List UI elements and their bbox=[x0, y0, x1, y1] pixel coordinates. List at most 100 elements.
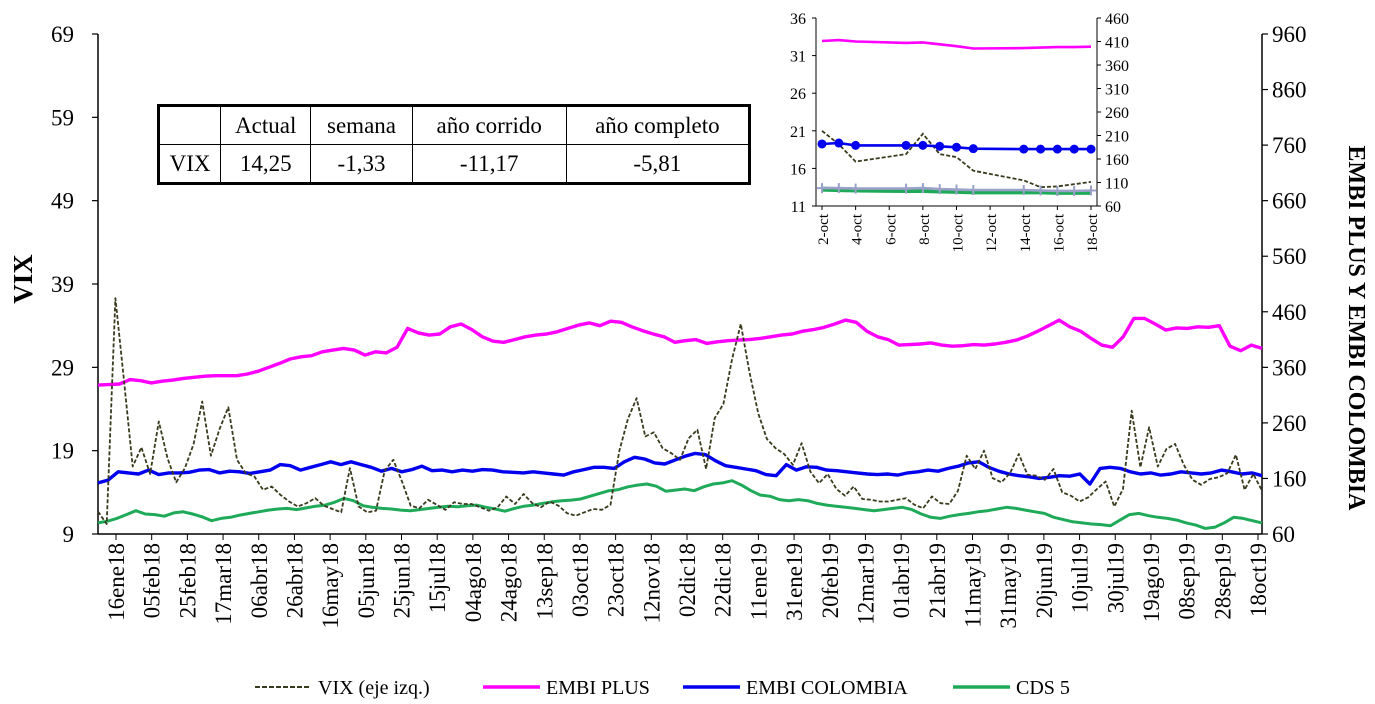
y-right-tick-label: 860 bbox=[1272, 78, 1307, 103]
legend-label-vix: VIX (eje izq.) bbox=[318, 677, 430, 699]
inset-marker-embi-colombia bbox=[1069, 144, 1079, 154]
y-left-tick-label: 19 bbox=[51, 439, 74, 464]
x-tick-label: 01abr19 bbox=[889, 543, 914, 618]
x-tick-label: 03oct18 bbox=[568, 543, 593, 617]
x-tick-label: 05feb18 bbox=[140, 543, 165, 618]
y-right-axis-title: EMBI PLUS Y EMBI COLOMBIA bbox=[1343, 146, 1369, 512]
inset-marker-cross bbox=[1086, 185, 1096, 196]
chart-legend: VIX (eje izq.) EMBI PLUS EMBI COLOMBIA CDS … bbox=[255, 677, 1070, 699]
inset-series-line-vix bbox=[821, 130, 1092, 189]
inset-x-tick-label: 6-oct bbox=[883, 213, 899, 245]
inset-chart: 36 31 26 21 16 11 460 410 360 310 260 210 160 110 60 2-… bbox=[790, 11, 1129, 252]
y-right-tick-label: 960 bbox=[1272, 22, 1307, 47]
inset-x-tick-label: 16-oct bbox=[1051, 213, 1067, 252]
table-header-cell bbox=[157, 105, 222, 145]
inset-marker-embi-colombia bbox=[817, 139, 827, 149]
x-tick-label: 17mar18 bbox=[211, 543, 236, 625]
x-tick-label: 23oct18 bbox=[604, 543, 629, 617]
legend-label-cds5: CDS 5 bbox=[1016, 677, 1070, 699]
y-right-tick-label: 660 bbox=[1272, 189, 1307, 214]
table-header-cell: semana bbox=[310, 105, 413, 145]
inset-y-right-tick-label: 310 bbox=[1105, 82, 1129, 99]
inset-marker-cross bbox=[833, 183, 844, 194]
x-tick-label: 25feb18 bbox=[175, 543, 200, 618]
inset-y-right-tick-label: 110 bbox=[1105, 176, 1128, 193]
x-tick-label: 05jun18 bbox=[354, 543, 379, 618]
y-left-tick-label: 49 bbox=[51, 189, 74, 214]
inset-marker-cross bbox=[917, 183, 928, 194]
inset-marker-cross bbox=[1018, 185, 1029, 196]
table-header-row: Actual semana año corrido año completo bbox=[157, 105, 751, 145]
table-header-cell: año corrido bbox=[411, 105, 567, 145]
inset-marker-embi-colombia bbox=[952, 142, 961, 152]
y-right-tick-label: 760 bbox=[1272, 133, 1307, 158]
x-tick-label: 13sep18 bbox=[532, 543, 557, 620]
inset-y-right-tick-label: 460 bbox=[1105, 11, 1129, 28]
inset-marker-embi-colombia bbox=[1019, 144, 1029, 154]
x-tick-label: 11ene19 bbox=[746, 543, 771, 620]
x-tick-label: 24ago18 bbox=[497, 543, 522, 622]
table-cell: VIX bbox=[157, 144, 222, 184]
x-tick-label: 25jun18 bbox=[390, 543, 415, 618]
series-line-vix bbox=[97, 297, 1263, 525]
main-chart: 6959493929199960860760660560460360260160… bbox=[8, 22, 1369, 629]
series-line-cds5 bbox=[97, 479, 1263, 530]
y-left-tick-label: 69 bbox=[51, 22, 74, 47]
inset-marker-cross bbox=[850, 183, 861, 194]
inset-marker-embi-colombia bbox=[1036, 144, 1046, 154]
inset-marker-embi-colombia bbox=[918, 140, 928, 150]
x-tick-label: 02dic18 bbox=[675, 543, 700, 617]
x-tick-label: 31ene19 bbox=[782, 543, 807, 621]
inset-y-right-tick-label: 160 bbox=[1105, 152, 1129, 169]
legend-label-embi-plus: EMBI PLUS bbox=[546, 677, 650, 699]
y-right-tick-label: 460 bbox=[1272, 300, 1307, 325]
inset-marker-cross bbox=[817, 183, 827, 194]
table-header-cell: año completo bbox=[565, 105, 751, 145]
inset-y-left-tick-label: 11 bbox=[791, 199, 806, 216]
inset-marker-embi-colombia bbox=[968, 144, 978, 154]
x-tick-label: 26abr18 bbox=[282, 543, 307, 618]
x-tick-label: 19ago19 bbox=[1139, 543, 1164, 622]
inset-marker-cross bbox=[934, 184, 945, 195]
inset-y-left-tick-label: 26 bbox=[790, 86, 806, 103]
table-header-cell: Actual bbox=[220, 105, 312, 145]
inset-marker-cross bbox=[1052, 185, 1063, 196]
y-left-axis-title: VIX bbox=[8, 254, 38, 304]
inset-marker-embi-colombia bbox=[901, 140, 911, 150]
y-right-tick-label: 160 bbox=[1272, 466, 1307, 491]
y-left-tick-label: 9 bbox=[63, 522, 75, 547]
inset-marker-embi-colombia bbox=[1086, 144, 1096, 154]
inset-marker-cross bbox=[951, 184, 962, 195]
inset-x-tick-label: 12-oct bbox=[984, 213, 1000, 252]
inset-x-tick-label: 14-oct bbox=[1018, 213, 1034, 252]
legend-label-embi-colombia: EMBI COLOMBIA bbox=[746, 677, 908, 699]
x-tick-label: 28sep19 bbox=[1210, 543, 1235, 620]
x-tick-label: 06abr18 bbox=[247, 543, 272, 618]
x-tick-label: 12nov18 bbox=[639, 543, 664, 624]
x-tick-label: 15jul18 bbox=[425, 543, 450, 613]
inset-marker-cross bbox=[1069, 185, 1080, 196]
inset-marker-embi-colombia bbox=[834, 138, 844, 148]
inset-marker-cross bbox=[901, 183, 912, 194]
x-tick-label: 22dic18 bbox=[711, 543, 736, 617]
inset-y-right-tick-label: 260 bbox=[1105, 105, 1129, 122]
y-left-tick-label: 29 bbox=[51, 355, 74, 380]
y-left-tick-label: 59 bbox=[51, 105, 74, 130]
inset-series-line-embi-plus bbox=[821, 38, 1092, 50]
inset-y-right-tick-label: 360 bbox=[1105, 58, 1129, 75]
inset-y-right-tick-label: 60 bbox=[1105, 199, 1121, 216]
table-row: VIX 14,25 -1,33 -11,17 -5,81 bbox=[157, 144, 751, 184]
inset-x-tick-label: 2-oct bbox=[816, 213, 832, 245]
inset-marker-embi-colombia bbox=[851, 140, 861, 150]
inset-marker-embi-colombia bbox=[1052, 144, 1062, 154]
x-tick-label: 16ene18 bbox=[104, 543, 129, 621]
inset-marker-embi-colombia bbox=[935, 141, 945, 151]
inset-y-left-tick-label: 31 bbox=[790, 49, 806, 66]
inset-marker-cross bbox=[1035, 185, 1046, 196]
y-right-tick-label: 260 bbox=[1272, 411, 1307, 436]
table-cell: 14,25 bbox=[220, 144, 312, 184]
table-cell: -1,33 bbox=[310, 144, 413, 184]
y-right-tick-label: 560 bbox=[1272, 244, 1307, 269]
table-cell: -5,81 bbox=[565, 144, 751, 184]
